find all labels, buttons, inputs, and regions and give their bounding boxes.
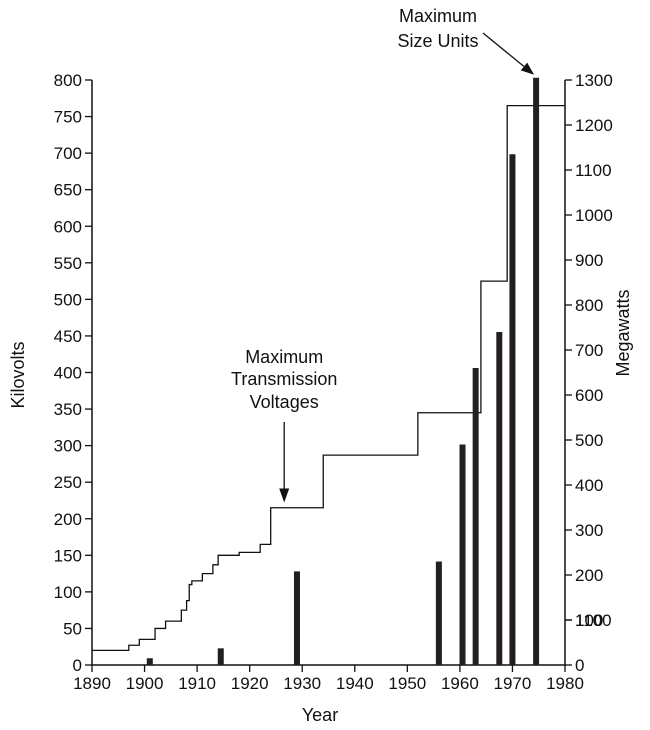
unit-size-bar [496, 332, 503, 665]
unit-size-bar [472, 368, 479, 665]
x-tick-label: 1970 [494, 674, 532, 693]
y-left-tick-label: 350 [54, 400, 82, 419]
annotation-transmission-label: Maximum [245, 347, 323, 367]
x-tick-label: 1890 [73, 674, 111, 693]
y-left-tick-label: 100 [54, 583, 82, 602]
y-right-tick-label: 1300 [575, 71, 613, 90]
y-right-tick-label: 400 [575, 476, 603, 495]
y-axis-left-title: Kilovolts [8, 341, 28, 408]
y-left-tick-label: 500 [54, 290, 82, 309]
y-right-tick-label: 200 [575, 566, 603, 585]
y-left-tick-label: 50 [63, 619, 82, 638]
y-left-tick-label: 700 [54, 144, 82, 163]
unit-size-bar [293, 571, 300, 665]
y-right-tick-label: 700 [575, 341, 603, 360]
annotation-size-units-label: Maximum [399, 6, 477, 26]
y-left-tick-label: 550 [54, 254, 82, 273]
y-left-tick-label: 750 [54, 108, 82, 127]
y-right-tick-label: 1100 [575, 161, 612, 180]
x-axis: 1890 1900 1910 1920 1930 1940 1950 1960 1970 1980… [73, 664, 584, 725]
y-right-tick-label: 300 [575, 521, 603, 540]
annotation-size-units-arrow-shaft [482, 32, 525, 68]
x-tick-label: 1900 [126, 674, 164, 693]
y-left-tick-label: 150 [54, 546, 82, 565]
transmission-voltage-step-line [92, 104, 565, 652]
x-axis-title: Year [302, 705, 338, 725]
unit-size-bar [533, 77, 540, 665]
y-axis-right-title: Megawatts [613, 289, 633, 376]
y-right-tick-label: 600 [575, 386, 603, 405]
x-tick-label: 1920 [231, 674, 269, 693]
y-left-tick-label: 0 [73, 656, 82, 675]
annotation-transmission-arrow-head [279, 488, 290, 503]
y-left-tick-label: 400 [54, 364, 82, 383]
y-axis-right: 0 100 200 300 400 500 600 700 800 900 1000 1100 1200… [564, 71, 633, 675]
y-left-tick-label: 600 [54, 217, 82, 236]
y-axis-right-ticks: 0 100 200 300 400 500 600 700 800 900 1000 1100 1200… [565, 71, 613, 675]
x-tick-label: 1980 [546, 674, 584, 693]
y-right-tick-label: 500 [575, 431, 603, 450]
y-left-tick-label: 300 [54, 437, 82, 456]
y-left-tick-label: 800 [54, 71, 82, 90]
y-right-tick-label: 1200 [575, 116, 613, 135]
y-right-tick-label: 1000 [575, 206, 613, 225]
y-axis-left: 0 50 100 150 200 250 300 350 400 450 500 550 600 650 7… [8, 71, 93, 675]
x-tick-label: 1940 [336, 674, 374, 693]
annotation-size-units-arrow-head [520, 62, 535, 75]
y-left-tick-label: 200 [54, 510, 82, 529]
y-right-tick-label: 800 [575, 296, 603, 315]
y-right-tick-label: 100 [575, 611, 603, 630]
unit-size-bar [435, 561, 442, 665]
y-axis-left-ticks: 0 50 100 150 200 250 300 350 400 450 500 550 600 650 7… [54, 71, 92, 675]
unit-size-bar [509, 154, 516, 665]
x-tick-label: 1930 [283, 674, 321, 693]
y-right-tick-label: 900 [575, 251, 603, 270]
x-tick-label: 1950 [388, 674, 426, 693]
y-left-tick-label: 250 [54, 473, 82, 492]
annotation-size-units-label: Size Units [397, 31, 478, 51]
y-left-tick-label: 650 [54, 181, 82, 200]
y-left-tick-label: 450 [54, 327, 82, 346]
unit-size-bar [459, 444, 466, 665]
y-right-tick-label: 0 [575, 656, 584, 675]
annotation-transmission-label: Voltages [250, 392, 319, 412]
plot-area [92, 77, 565, 665]
annotation-transmission-label: Transmission [231, 369, 337, 389]
unit-size-bar [217, 648, 224, 665]
x-tick-label: 1910 [178, 674, 216, 693]
x-axis-ticks: 1890 1900 1910 1920 1930 1940 1950 1960 1970 1980 [73, 665, 584, 693]
y-right-tick-label: 1100 [575, 611, 612, 630]
x-tick-label: 1960 [441, 674, 479, 693]
unit-size-bar [146, 658, 153, 665]
